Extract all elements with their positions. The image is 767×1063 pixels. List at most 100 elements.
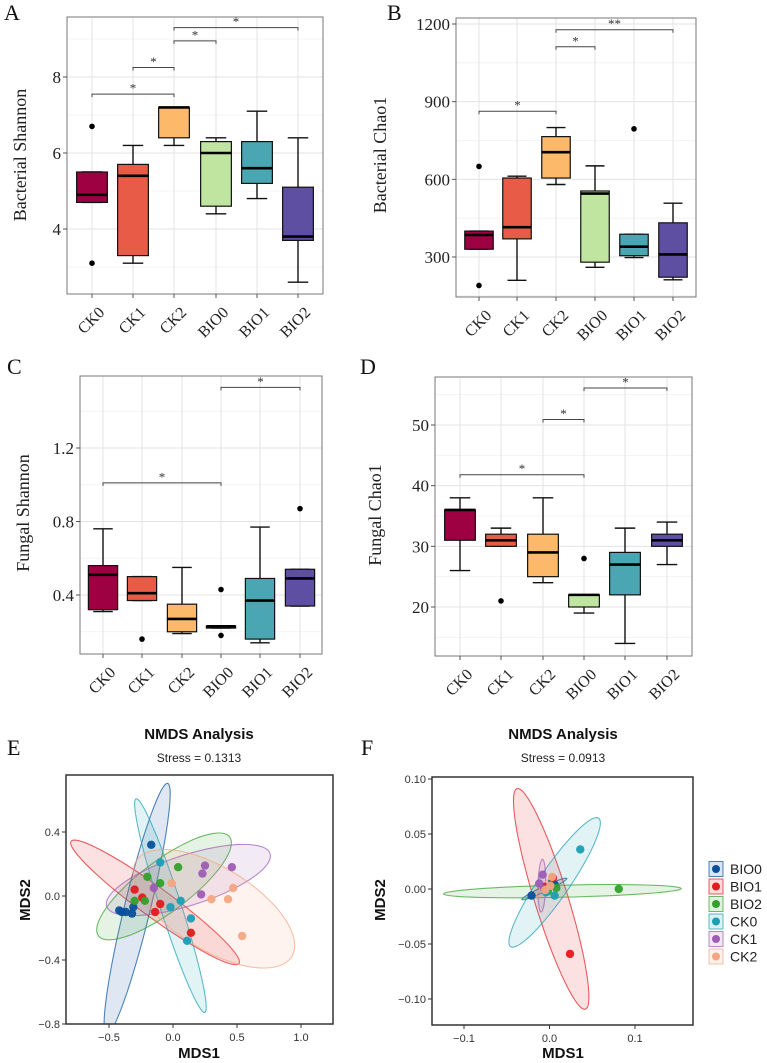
point-ck2: [228, 883, 238, 893]
panel-label-b: B: [387, 0, 402, 25]
box-iqr: [76, 171, 108, 203]
significance-bracket: *: [478, 98, 557, 115]
box-ck1: [485, 527, 517, 604]
bracket-line: [91, 93, 175, 98]
bracket-line: [583, 387, 668, 391]
box-ck1: [502, 175, 532, 281]
x-tick-label: 0.0: [165, 1032, 180, 1044]
box-iqr: [200, 141, 232, 207]
point-bio2: [130, 896, 139, 905]
legend-item-bio1: BIO1: [708, 878, 762, 895]
plot-background: [67, 17, 323, 294]
x-tick-label: BIO1: [239, 664, 276, 701]
significance-bracket: *: [542, 406, 585, 423]
box-bio0: [200, 137, 232, 215]
point-bio0: [527, 891, 536, 900]
point-ck0: [182, 936, 192, 945]
point-ck0: [550, 891, 559, 900]
significance-label: *: [572, 33, 579, 48]
y-tick-label: 4: [53, 220, 62, 239]
chart-title: NMDS Analysis: [508, 726, 617, 743]
outlier-point: [476, 282, 482, 289]
legend-marker: [712, 900, 720, 908]
y-tick-label: 900: [425, 93, 451, 112]
bracket-line: [220, 386, 301, 391]
y-tick-label: 600: [425, 170, 451, 189]
point-ck1: [535, 879, 544, 888]
outlier-point: [476, 163, 482, 170]
x-tick-label: BIO2: [652, 307, 689, 344]
outlier-point: [218, 586, 224, 593]
point-ck2: [546, 881, 555, 890]
x-tick-label: −0.5: [98, 1032, 120, 1044]
box-bio2: [284, 505, 316, 607]
point-bio0: [127, 909, 137, 918]
legend-item-bio0: BIO0: [708, 861, 762, 877]
x-tick-label: BIO0: [195, 304, 232, 341]
panel-label-d: D: [360, 354, 376, 379]
significance-label: *: [519, 461, 526, 476]
y-tick-label: 40: [412, 477, 429, 496]
significance-bracket: *: [459, 461, 585, 478]
box-iqr: [87, 564, 119, 611]
box-bio2: [651, 521, 683, 566]
point-bio1: [150, 907, 160, 917]
point-bio2: [140, 896, 150, 905]
box-iqr: [126, 576, 158, 602]
bracket-line: [173, 27, 299, 31]
point-bio1: [156, 899, 165, 909]
panel-e-nmds-bacteria: E NMDS Analysis Stress = 0.1313 −0.5 0.0 0…: [7, 726, 334, 1062]
plot-frame: [434, 376, 693, 657]
point-ck1: [198, 869, 207, 878]
box-bio1: [609, 527, 641, 645]
significance-label: *: [159, 469, 166, 484]
x-tick-label: CK0: [462, 307, 495, 340]
significance-label: *: [514, 98, 521, 113]
x-tick-label: 0.5: [229, 1032, 244, 1044]
box-iqr: [444, 509, 476, 541]
x-axis-label: MDS1: [178, 1045, 220, 1062]
bracket-line: [478, 110, 557, 115]
box-ck0: [444, 497, 476, 572]
legend-label: BIO0: [730, 861, 762, 877]
point-bio0: [129, 903, 138, 912]
box-ck0: [87, 528, 119, 613]
plot-background: [80, 376, 322, 654]
y-tick-label: 6: [53, 144, 62, 163]
legend-item-bio2: BIO2: [708, 896, 762, 912]
legend-label: BIO2: [730, 896, 762, 912]
point-bio2: [156, 879, 165, 888]
point-ck0: [156, 858, 165, 867]
x-axis-label: MDS1: [542, 1045, 584, 1062]
point-bio1: [186, 928, 196, 937]
box-bio0: [580, 165, 610, 269]
panel-a-bacterial-shannon: A * * * * 4 6 8 CK0 CK1 CK2 BIO0 BIO1 BIO2 Bacterial…: [4, 0, 324, 341]
y-tick-label: −0.10: [398, 994, 426, 1006]
significance-bracket: *: [555, 33, 596, 50]
box-iqr: [658, 222, 688, 278]
y-tick-label: −0.8: [38, 1019, 60, 1031]
significance-label: **: [608, 16, 621, 31]
bracket-line: [132, 67, 175, 71]
point-ck1: [200, 861, 210, 870]
x-tick-label: CK2: [165, 664, 198, 697]
ellipse-bio1: [70, 839, 241, 966]
point-ck2: [167, 879, 176, 888]
point-bio0: [121, 907, 130, 917]
panel-c-fungal-shannon: C * * 0.4 0.8 1.2 CK0 CK1 CK2 BIO0 BIO1 BIO2 Funga…: [7, 354, 323, 701]
box-bio0: [568, 555, 600, 614]
x-tick-label: CK1: [484, 666, 517, 699]
significance-bracket: *: [173, 14, 299, 31]
point-bio2: [143, 872, 152, 881]
outlier-point: [89, 260, 95, 267]
legend-marker: [712, 952, 720, 961]
bracket-line: [173, 40, 217, 44]
box-ck0: [464, 163, 494, 289]
significance-bracket: **: [555, 16, 674, 33]
x-tick-label: CK2: [526, 666, 559, 699]
panel-label-f: F: [361, 735, 373, 760]
legend-label: CK1: [730, 931, 757, 947]
significance-label: *: [130, 81, 137, 96]
plot-frame: [79, 375, 323, 655]
ellipse-ck2: [132, 849, 296, 969]
